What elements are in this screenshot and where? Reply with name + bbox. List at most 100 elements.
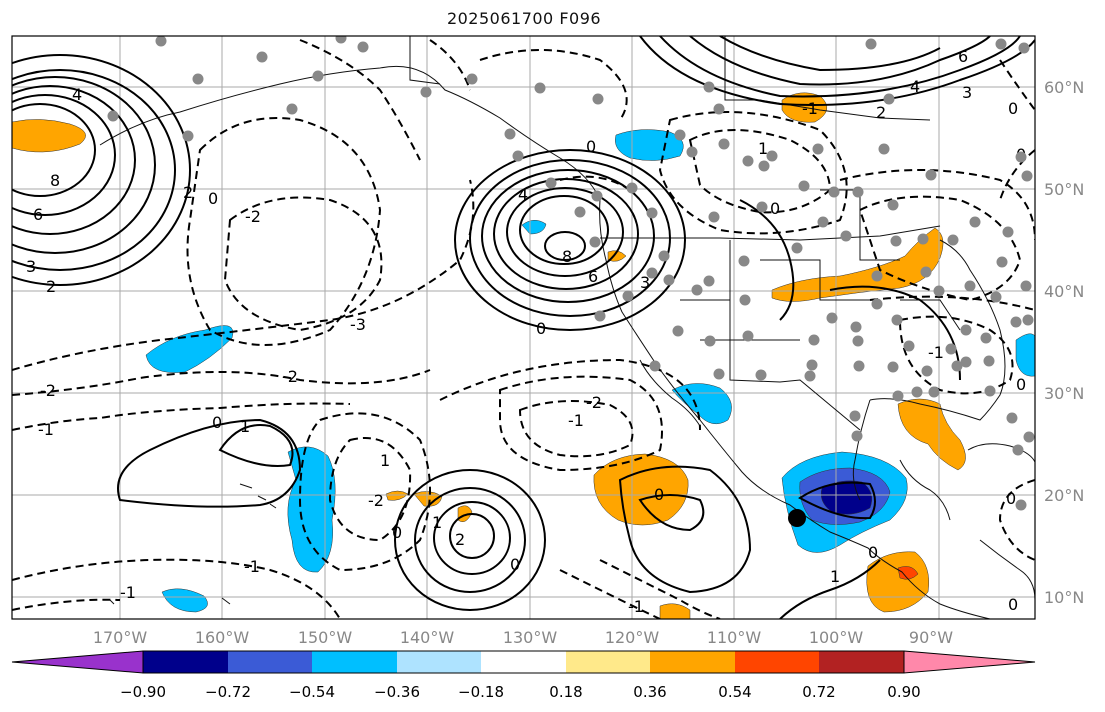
shaded-anomalies xyxy=(12,92,1035,619)
contour-label: -1 xyxy=(244,557,260,576)
lon-label: 140°W xyxy=(400,628,455,647)
colorbar-segment xyxy=(650,651,735,673)
blue-area-baja xyxy=(671,383,732,425)
colorbar-tick-label: 0.72 xyxy=(802,683,835,701)
contour-label-layer: 4 8 6 3 2 2 -2 -1 -3 0 0 -1 1 4 8 6 3 0 … xyxy=(26,47,1026,616)
station-dot xyxy=(788,509,806,527)
contour-label: -1 xyxy=(568,411,584,430)
lon-label: 150°W xyxy=(298,628,353,647)
contour-label: 6 xyxy=(588,267,598,286)
colorbar-extend-low xyxy=(11,650,144,674)
contour-label: -1 xyxy=(928,343,944,362)
colorbar-segment xyxy=(481,651,566,673)
station-dots xyxy=(107,36,1035,511)
map-title: 2025061700 F096 xyxy=(446,9,602,28)
colorbar-tick-label: 0.90 xyxy=(887,683,920,701)
blue-area-north xyxy=(615,129,684,161)
contour-label: 3 xyxy=(26,257,36,276)
blue-area-pacific-west xyxy=(145,325,234,373)
lat-label: 10°N xyxy=(1044,588,1084,607)
contour-label: 0 xyxy=(1008,595,1018,614)
colorbar-segment xyxy=(819,651,904,673)
contour-label: 1 xyxy=(758,139,768,158)
contour-label: 6 xyxy=(958,47,968,66)
contour-label: 6 xyxy=(33,205,43,224)
contour-label: 8 xyxy=(562,247,572,266)
contour-label: -2 xyxy=(282,367,298,386)
contour-label: 2 xyxy=(455,530,465,549)
contour-label: -1 xyxy=(802,99,818,118)
colorbar-tick-label: −0.54 xyxy=(289,683,335,701)
contour-label: 4 xyxy=(518,185,528,204)
lon-label: 130°W xyxy=(503,628,558,647)
colorbar-tick-label: −0.90 xyxy=(120,683,166,701)
colorbar-ticks: −0.90 −0.72 −0.54 −0.36 −0.18 0.18 0.36 … xyxy=(120,683,921,701)
contour-label: 2 xyxy=(876,103,886,122)
contour-label: 1 xyxy=(240,417,250,436)
contour-label: -2 xyxy=(245,207,261,226)
contour-label: -1 xyxy=(120,583,136,602)
colorbar-segment xyxy=(566,651,650,673)
lon-label: 100°W xyxy=(809,628,864,647)
contour-label: 1 xyxy=(432,513,442,532)
navy-area-mexico xyxy=(820,480,872,515)
contour-label: 0 xyxy=(586,137,596,156)
lon-label: 160°W xyxy=(195,628,250,647)
orange-area-nw xyxy=(12,119,86,153)
blue-area-coast xyxy=(521,220,547,235)
colorbar-tick-label: −0.36 xyxy=(374,683,420,701)
contour-label: -1 xyxy=(628,597,644,616)
blue-area-hawaii-east xyxy=(287,446,336,573)
orange-area-small-4 xyxy=(659,603,691,619)
contour-label: 0 xyxy=(536,319,546,338)
contour-label: -2 xyxy=(586,393,602,412)
colorbar-outline xyxy=(142,650,905,674)
coastlines xyxy=(99,36,1035,619)
lat-label: 40°N xyxy=(1044,282,1084,301)
lon-label: 110°W xyxy=(707,628,762,647)
colorbar-extend-high xyxy=(903,650,1036,674)
contour-label: 0 xyxy=(868,543,878,562)
contour-label: 0 xyxy=(654,485,664,504)
colorbar-tick-label: −0.72 xyxy=(205,683,251,701)
colorbar-segment xyxy=(143,651,228,673)
contour-label: 0 xyxy=(770,199,780,218)
blue-area-south xyxy=(161,588,208,613)
graticule xyxy=(12,36,1035,619)
contour-label: 2 xyxy=(183,183,193,202)
contour-label: -1 xyxy=(38,420,54,439)
blue-area-east-edge xyxy=(1015,333,1035,377)
orange-area-small-1 xyxy=(385,490,409,501)
contour-label: 0 xyxy=(1006,489,1016,508)
contour-label: 1 xyxy=(380,451,390,470)
contour-label: -3 xyxy=(350,315,366,334)
orange-area-gulf xyxy=(897,398,966,471)
contour-label: 2 xyxy=(46,277,56,296)
map-frame xyxy=(11,35,1036,620)
lon-label: 90°W xyxy=(909,628,953,647)
colorbar-tick-label: 0.54 xyxy=(718,683,751,701)
lat-label: 20°N xyxy=(1044,486,1084,505)
orange-area-plains xyxy=(771,227,944,302)
lat-label: 30°N xyxy=(1044,384,1084,403)
orange-area-east-pacific xyxy=(593,453,689,526)
contour-label: -2 xyxy=(40,381,56,400)
longitude-axis: 170°W 160°W 150°W 140°W 130°W 120°W 110°… xyxy=(93,628,953,647)
dashed-contours xyxy=(12,39,1035,619)
colorbar-segment xyxy=(735,651,819,673)
lon-label: 170°W xyxy=(93,628,148,647)
colorbar-segment xyxy=(397,651,481,673)
latitude-axis: 60°N 50°N 40°N 30°N 20°N 10°N xyxy=(1044,78,1084,607)
colorbar xyxy=(11,650,1036,674)
map-area: 4 8 6 3 2 2 -2 -1 -3 0 0 -1 1 4 8 6 3 0 … xyxy=(12,36,1035,619)
contour-label: 4 xyxy=(910,77,920,96)
contour-label: 0 xyxy=(208,189,218,208)
contour-label: 8 xyxy=(50,171,60,190)
contour-label: 1 xyxy=(830,567,840,586)
lon-label: 120°W xyxy=(605,628,660,647)
contour-label: 0 xyxy=(392,523,402,542)
solid-contours xyxy=(12,36,1035,619)
contour-label: 0 xyxy=(1008,99,1018,118)
contour-label: 3 xyxy=(962,83,972,102)
